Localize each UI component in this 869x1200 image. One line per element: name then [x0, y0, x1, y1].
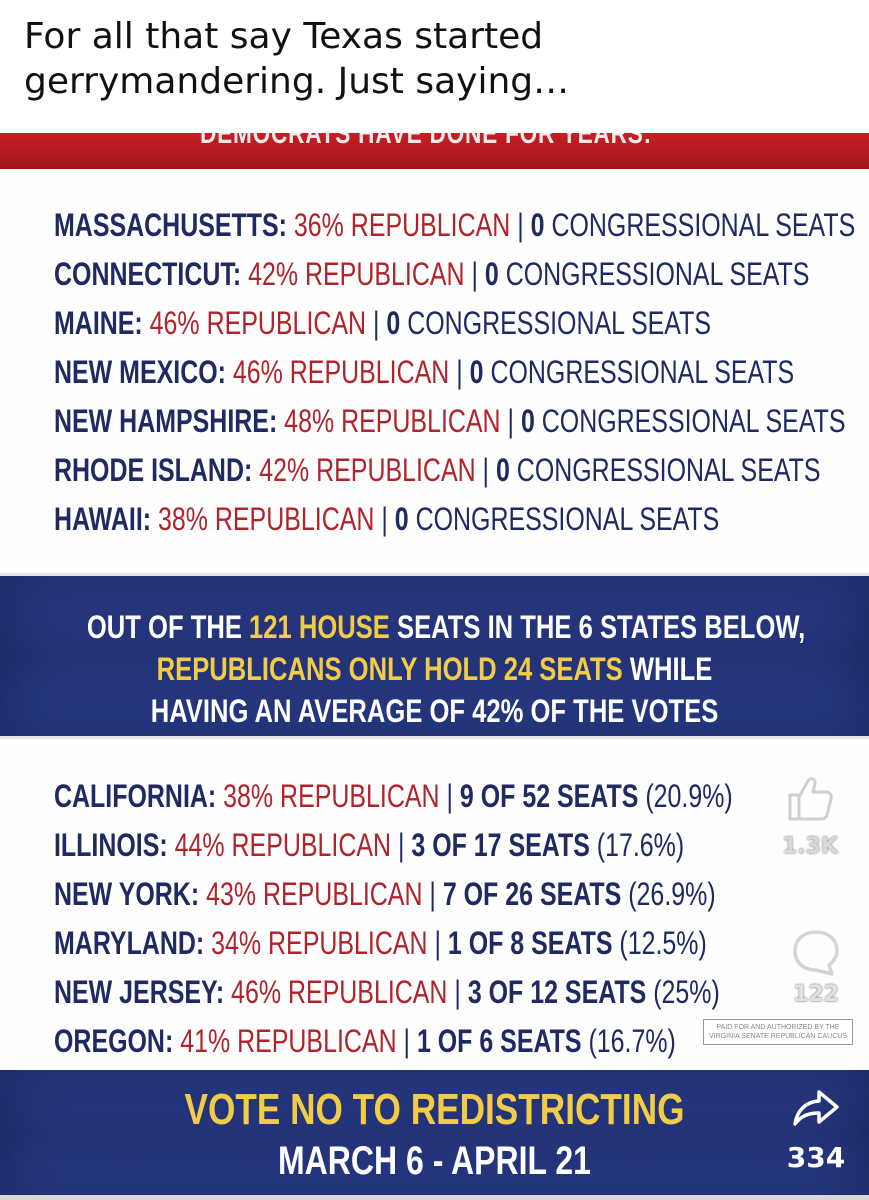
infographic-image: DEMOCRATS HAVE DONE FOR YEARS: MASSACHUS… — [0, 133, 869, 1200]
state-row: NEW MEXICO: 46% REPUBLICAN | 0 CONGRESSI… — [54, 354, 795, 390]
share-arrow-icon — [793, 1090, 839, 1126]
zero-seat-states-list: MASSACHUSETTS: 36% REPUBLICAN | 0 CONGRE… — [54, 201, 869, 544]
blue-footer-band: VOTE NO TO REDISTRICTING MARCH 6 - APRIL… — [0, 1070, 869, 1200]
paid-for-disclaimer: PAID FOR AND AUTHORIZED BY THE VIRGINIA … — [703, 1019, 853, 1045]
vote-dates: MARCH 6 - APRIL 21 — [278, 1139, 591, 1183]
state-row: CONNECTICUT: 42% REPUBLICAN | 0 CONGRESS… — [54, 256, 810, 292]
state-row: OREGON: 41% REPUBLICAN | 1 OF 6 SEATS (1… — [54, 1023, 676, 1059]
share-button[interactable]: 334 — [776, 1086, 856, 1174]
state-row: HAWAII: 38% REPUBLICAN | 0 CONGRESSIONAL… — [54, 501, 720, 537]
state-row: CALIFORNIA: 38% REPUBLICAN | 9 OF 52 SEA… — [54, 778, 733, 814]
like-count: 1.3K — [781, 834, 839, 859]
share-count: 334 — [786, 1141, 846, 1174]
like-button[interactable]: 1.3K — [778, 773, 842, 859]
state-row: MASSACHUSETTS: 36% REPUBLICAN | 0 CONGRE… — [54, 207, 856, 243]
comment-bubble-icon — [793, 930, 839, 976]
bottom-divider — [0, 1195, 869, 1200]
state-row: MARYLAND: 34% REPUBLICAN | 1 OF 8 SEATS … — [54, 925, 707, 961]
summary-text: OUT OF THE 121 HOUSE SEATS IN THE 6 STAT… — [0, 606, 869, 732]
footer-text: VOTE NO TO REDISTRICTING MARCH 6 - APRIL… — [0, 1084, 869, 1186]
comment-count: 122 — [793, 982, 839, 1007]
red-header-band: DEMOCRATS HAVE DONE FOR YEARS: — [0, 133, 869, 169]
state-row: NEW HAMPSHIRE: 48% REPUBLICAN | 0 CONGRE… — [54, 403, 846, 439]
state-row: ILLINOIS: 44% REPUBLICAN | 3 OF 17 SEATS… — [54, 827, 685, 863]
caption-line-2: gerrymandering. Just saying… — [24, 61, 570, 102]
vote-headline: VOTE NO TO REDISTRICTING — [184, 1085, 685, 1134]
post-caption: For all that say Texas started gerrymand… — [24, 14, 844, 104]
summary-line-3: HAVING AN AVERAGE OF 42% OF THE VOTES — [150, 693, 719, 729]
caption-line-1: For all that say Texas started — [24, 16, 544, 57]
blue-summary-band: OUT OF THE 121 HOUSE SEATS IN THE 6 STAT… — [0, 573, 869, 739]
state-row: NEW YORK: 43% REPUBLICAN | 7 OF 26 SEATS… — [54, 876, 716, 912]
state-row: NEW JERSEY: 46% REPUBLICAN | 3 OF 12 SEA… — [54, 974, 720, 1010]
thumbs-up-icon — [788, 777, 833, 821]
red-band-text: DEMOCRATS HAVE DONE FOR YEARS: — [200, 133, 652, 150]
state-row: MAINE: 46% REPUBLICAN | 0 CONGRESSIONAL … — [54, 305, 711, 341]
comment-button[interactable]: 122 — [780, 925, 852, 1007]
partial-seat-states-list: CALIFORNIA: 38% REPUBLICAN | 9 OF 52 SEA… — [54, 772, 869, 1066]
summary-line-2: REPUBLICANS ONLY HOLD 24 SEATS WHILE — [156, 651, 713, 687]
summary-line-1: OUT OF THE 121 HOUSE SEATS IN THE 6 STAT… — [86, 609, 806, 645]
state-row: RHODE ISLAND: 42% REPUBLICAN | 0 CONGRES… — [54, 452, 821, 488]
